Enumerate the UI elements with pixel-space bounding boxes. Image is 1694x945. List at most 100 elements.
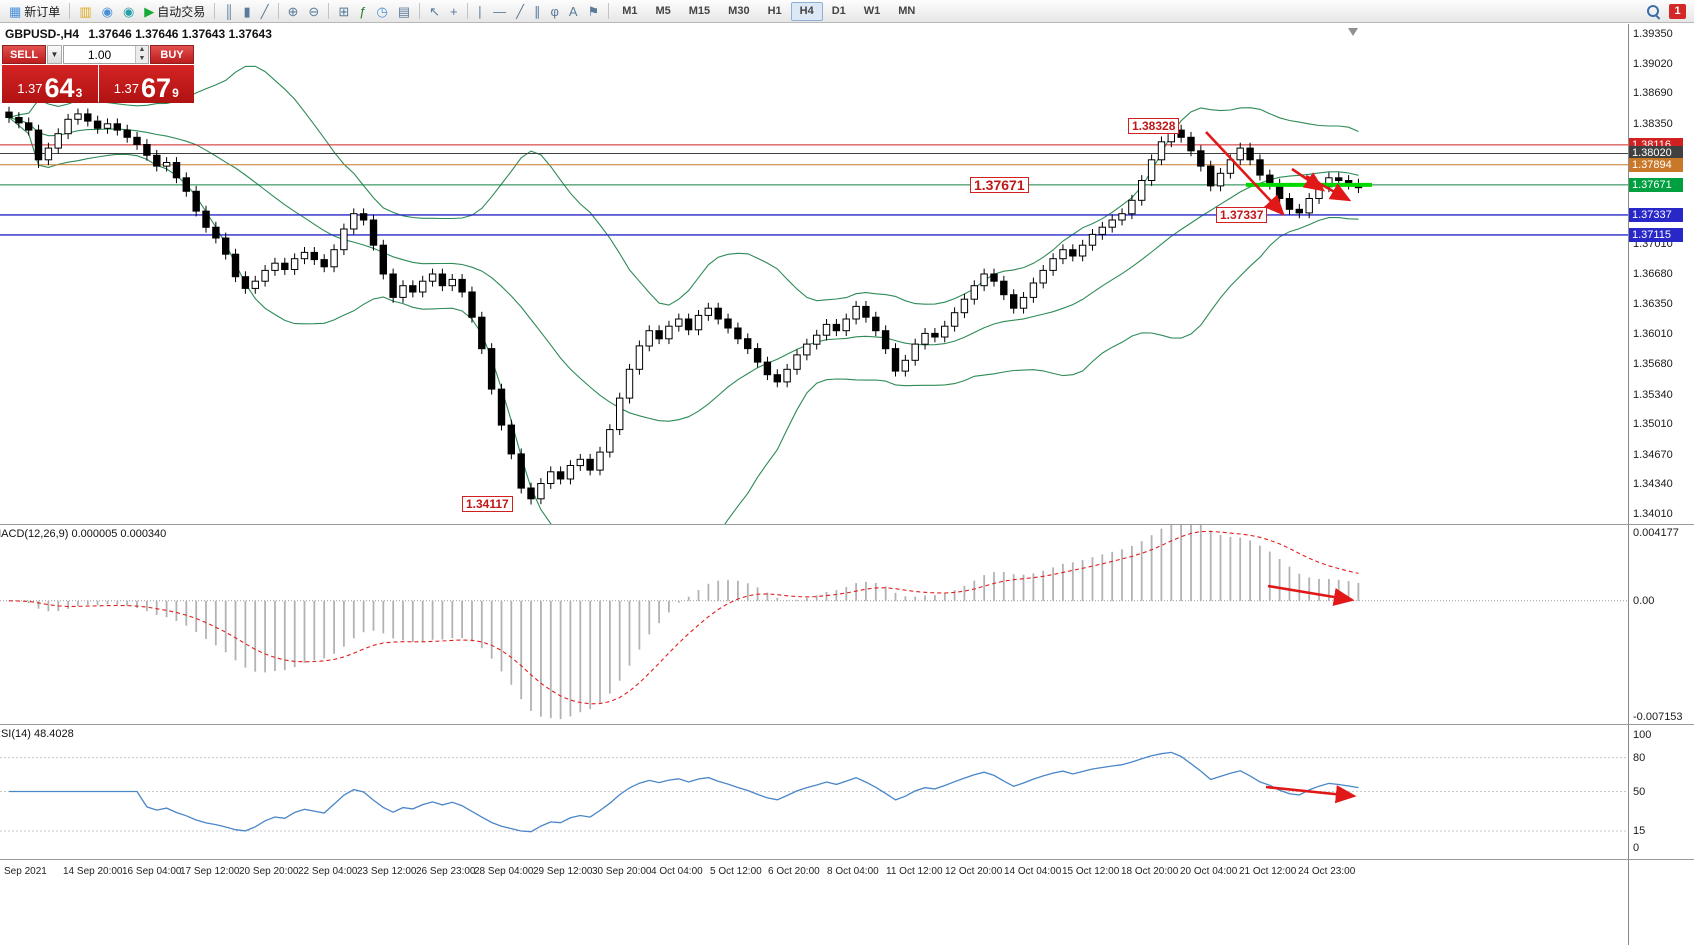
cursor-icon: ↖ xyxy=(429,3,441,19)
volume-up-button[interactable]: ▲ xyxy=(136,46,148,55)
time-axis-label: 15 Oct 12:00 xyxy=(1062,866,1120,877)
buy-button[interactable]: BUY xyxy=(150,45,194,64)
sell-price-prefix: 1.37 xyxy=(17,81,43,96)
time-axis-label: 20 Oct 04:00 xyxy=(1180,866,1238,877)
time-axis-label: 16 Sep 04:00 xyxy=(122,866,182,877)
crosshair-icon: + xyxy=(450,3,458,19)
tf-h4-button-label: H4 xyxy=(799,5,814,17)
tf-m5-button[interactable]: M5 xyxy=(646,2,679,21)
rsi-axis-value: 0 xyxy=(1633,842,1640,854)
tf-w1-button[interactable]: W1 xyxy=(855,2,890,21)
cursor-button[interactable]: ↖ xyxy=(424,2,445,21)
rsi-canvas[interactable] xyxy=(0,725,1628,860)
time-axis-label: 18 Oct 20:00 xyxy=(1121,866,1179,877)
rsi-axis[interactable]: 100 80 50 15 0 xyxy=(1628,725,1694,859)
price-annotation-label: 1.37337 xyxy=(1216,207,1268,223)
tf-m30-button[interactable]: M30 xyxy=(719,2,758,21)
tf-mn-button[interactable]: MN xyxy=(889,2,924,21)
macd-signal-line xyxy=(8,530,1359,705)
buy-price-display[interactable]: 1.37 67 9 xyxy=(98,65,194,103)
volume-spinner: ▲ ▼ xyxy=(135,46,148,63)
tf-m1-button-label: M1 xyxy=(622,5,638,17)
horizontal-level-lines xyxy=(0,144,1628,236)
price-axis-value: 1.34670 xyxy=(1633,449,1673,461)
trendline-button[interactable]: ╱ xyxy=(511,2,529,21)
sell-price-display[interactable]: 1.37 64 3 xyxy=(2,65,98,103)
rsi-axis-value: 50 xyxy=(1633,786,1646,798)
price-tag: 1.38020 xyxy=(1629,146,1683,160)
bid-ask-row: 1.37 64 3 1.37 67 9 xyxy=(2,65,194,103)
time-axis-label: 5 Oct 12:00 xyxy=(710,866,762,877)
bar-chart-button[interactable]: ║ xyxy=(219,2,238,21)
macd-axis-value: 0.004177 xyxy=(1633,527,1679,539)
vertical-line-button[interactable]: ∣ xyxy=(472,2,489,21)
fibonacci-button[interactable]: φ xyxy=(545,2,563,21)
tf-m15-button[interactable]: M15 xyxy=(680,2,719,21)
price-annotation-label: 1.34117 xyxy=(462,496,513,512)
auto-trading-button[interactable]: ▶ 自动交易 xyxy=(139,2,210,21)
templates-icon: ▤ xyxy=(397,3,411,19)
price-axis-value: 1.35680 xyxy=(1633,358,1673,370)
fibonacci-icon: φ xyxy=(550,3,559,19)
price-axis-value: 1.39350 xyxy=(1633,28,1673,40)
templates-button[interactable]: ▤ xyxy=(393,2,415,21)
time-axis-label: 11 Oct 12:00 xyxy=(886,866,943,877)
channel-button[interactable]: ∥ xyxy=(529,2,546,21)
price-annotation-label: 1.37671 xyxy=(970,177,1029,193)
new-order-button[interactable]: ▦ 新订单 xyxy=(4,2,65,21)
line-chart-button[interactable]: ╱ xyxy=(256,2,274,21)
macd-axis-value: -0.007153 xyxy=(1633,711,1683,723)
price-axis[interactable]: 1.39350 1.39020 1.38690 1.38350 1.38020 1.376… xyxy=(1628,24,1694,524)
rsi-level-lines xyxy=(0,757,1628,832)
help-button[interactable]: ◉ xyxy=(97,2,118,21)
community-button[interactable]: ◉ xyxy=(118,2,139,21)
tf-h1-button[interactable]: H1 xyxy=(759,2,791,21)
price-axis-value: 1.36010 xyxy=(1633,328,1673,340)
crosshair-button[interactable]: + xyxy=(445,2,463,21)
market-button[interactable]: ▥ xyxy=(74,2,96,21)
time-axis[interactable]: Sep 2021 14 Sep 20:00 16 Sep 04:00 17 Sep 1… xyxy=(0,860,1694,945)
macd-canvas[interactable] xyxy=(0,525,1628,725)
order-type-dropdown[interactable]: ▼ xyxy=(47,45,62,64)
price-axis-value: 1.36350 xyxy=(1633,298,1673,310)
tf-d1-button[interactable]: D1 xyxy=(823,2,855,21)
horizontal-line-button[interactable]: ― xyxy=(488,2,511,21)
auto-trading-icon: ▶ xyxy=(144,3,155,19)
channel-icon: ∥ xyxy=(533,3,541,19)
sell-price-big: 64 xyxy=(44,72,75,103)
tf-d1-button-label: D1 xyxy=(831,5,846,17)
rsi-line xyxy=(9,751,1359,833)
toolbar-right: 1 xyxy=(1646,3,1690,19)
price-chart-canvas[interactable] xyxy=(0,24,1628,524)
tf-h4-button[interactable]: H4 xyxy=(790,1,823,21)
tile-windows-button[interactable]: ⊞ xyxy=(333,2,354,21)
price-axis-value: 1.38690 xyxy=(1633,87,1673,99)
time-periods-button[interactable]: ◷ xyxy=(371,2,392,21)
macd-axis[interactable]: 0.004177 0.00 -0.007153 xyxy=(1628,525,1694,724)
candlestick-chart-button[interactable]: ▮ xyxy=(239,2,256,21)
tf-m1-button[interactable]: M1 xyxy=(613,2,646,21)
price-axis-value: 1.36680 xyxy=(1633,268,1673,280)
sell-button[interactable]: SELL xyxy=(2,45,46,64)
macd-panel[interactable]: MACD(12,26,9) 0.000005 0.000340 0.004177… xyxy=(0,525,1694,725)
vertical-line-icon: ∣ xyxy=(476,3,484,19)
volume-down-button[interactable]: ▼ xyxy=(136,54,148,63)
bar-chart-icon: ║ xyxy=(224,3,234,19)
search-icon[interactable] xyxy=(1646,4,1661,19)
main-chart-panel[interactable]: GBPUSD-,H4 1.37646 1.37646 1.37643 1.376… xyxy=(0,24,1694,525)
time-axis-label: 6 Oct 20:00 xyxy=(768,866,820,877)
price-axis-value: 1.34010 xyxy=(1633,508,1673,520)
text-button[interactable]: A xyxy=(564,2,583,21)
tf-w1-button-label: W1 xyxy=(863,5,881,17)
indicators-button[interactable]: ƒ xyxy=(354,2,371,21)
zoom-in-button[interactable]: ⊕ xyxy=(283,2,304,21)
toolbar-separator xyxy=(328,3,330,19)
rsi-panel[interactable]: RSI(14) 48.4028 100 80 50 15 0 xyxy=(0,725,1694,860)
arrows-button[interactable]: ⚑ xyxy=(583,2,605,21)
macd-axis-value: 0.00 xyxy=(1633,595,1655,607)
zoom-out-button[interactable]: ⊖ xyxy=(303,2,324,21)
notification-badge[interactable]: 1 xyxy=(1669,3,1686,19)
time-axis-label: 23 Sep 12:00 xyxy=(357,866,417,877)
volume-input[interactable] xyxy=(64,46,135,63)
candlesticks xyxy=(5,106,1363,505)
